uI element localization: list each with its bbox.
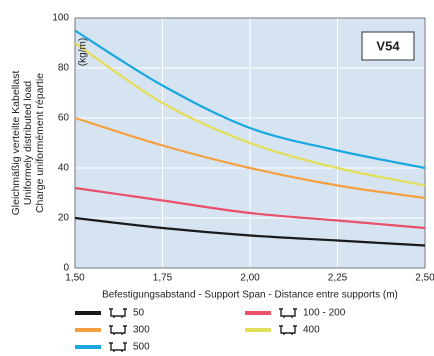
y-tick-label: 0 xyxy=(63,263,69,274)
y-axis-label: Uniformely distributed load xyxy=(22,81,34,205)
x-axis-label: Befestigungsabstand - Support Span - Dis… xyxy=(102,290,398,301)
legend-label: 500 xyxy=(133,342,150,353)
x-tick-label: 1,75 xyxy=(153,273,173,284)
series-line xyxy=(74,216,426,247)
y-unit: (kg/m) xyxy=(78,38,89,66)
legend-icon xyxy=(109,308,127,318)
series-line xyxy=(74,186,426,230)
legend-icon xyxy=(109,325,127,335)
legend-label: 400 xyxy=(303,325,320,336)
x-tick-label: 2,00 xyxy=(240,273,260,284)
series-line xyxy=(74,116,426,200)
y-axis-label: Gleichmäßig verteilte Kabellast xyxy=(10,71,22,216)
annotation: V54 xyxy=(376,38,400,53)
series-line xyxy=(74,42,426,187)
legend-label: 300 xyxy=(133,325,150,336)
plot-border xyxy=(74,17,426,269)
legend-icon xyxy=(279,325,297,335)
legend-icon xyxy=(109,342,127,352)
legend-label: 50 xyxy=(133,308,145,319)
y-axis-label: Charge uniformément répartie xyxy=(34,73,46,213)
x-tick-label: 2,50 xyxy=(415,273,434,284)
x-tick-label: 2,25 xyxy=(328,273,348,284)
series-line xyxy=(74,29,426,170)
x-tick-label: 1,50 xyxy=(65,273,85,284)
y-tick-label: 40 xyxy=(58,163,70,174)
legend-label: 100 - 200 xyxy=(303,308,346,319)
annotation-box xyxy=(361,31,415,61)
y-tick-label: 60 xyxy=(58,113,70,124)
y-tick-label: 20 xyxy=(58,213,70,224)
y-tick-label: 100 xyxy=(52,13,69,24)
y-tick-label: 80 xyxy=(58,63,70,74)
legend-icon xyxy=(279,308,297,318)
